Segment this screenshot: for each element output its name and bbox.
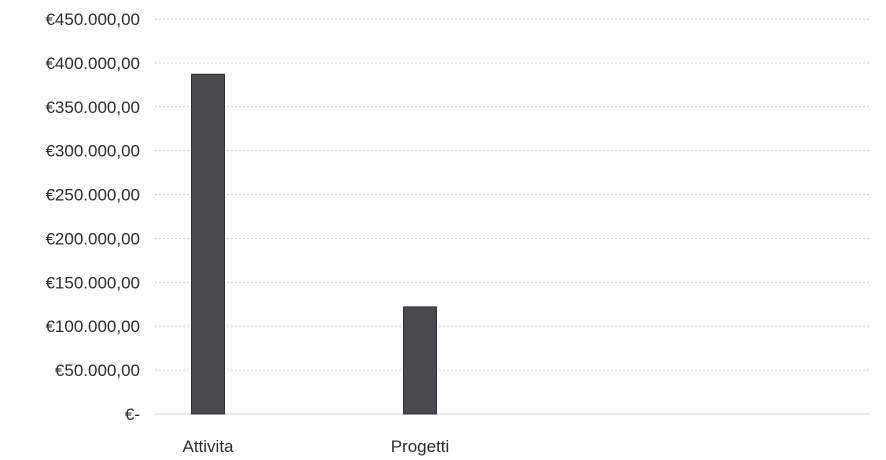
bar-attivita bbox=[191, 73, 225, 415]
y-tick-label: €50.000,00 bbox=[55, 361, 140, 380]
y-tick-label: €450.000,00 bbox=[45, 10, 140, 29]
y-tick-label: €300.000,00 bbox=[45, 142, 140, 161]
x-axis-category-labels: Attivita Progetti bbox=[182, 437, 449, 456]
bar-progetti bbox=[403, 306, 437, 415]
y-tick-label: €400.000,00 bbox=[45, 54, 140, 73]
y-tick-label: €200.000,00 bbox=[45, 229, 140, 248]
x-category-label: Progetti bbox=[391, 437, 450, 456]
y-tick-label: €100.000,00 bbox=[45, 317, 140, 336]
y-tick-label: €350.000,00 bbox=[45, 98, 140, 117]
y-tick-label: €250.000,00 bbox=[45, 186, 140, 205]
bars bbox=[155, 73, 870, 415]
y-axis-tick-labels: €450.000,00 €400.000,00 €350.000,00 €300.00… bbox=[45, 10, 140, 424]
gridlines bbox=[155, 18, 870, 371]
x-category-label: Attivita bbox=[182, 437, 234, 456]
y-tick-label: €- bbox=[125, 405, 140, 424]
y-tick-label: €150.000,00 bbox=[45, 273, 140, 292]
